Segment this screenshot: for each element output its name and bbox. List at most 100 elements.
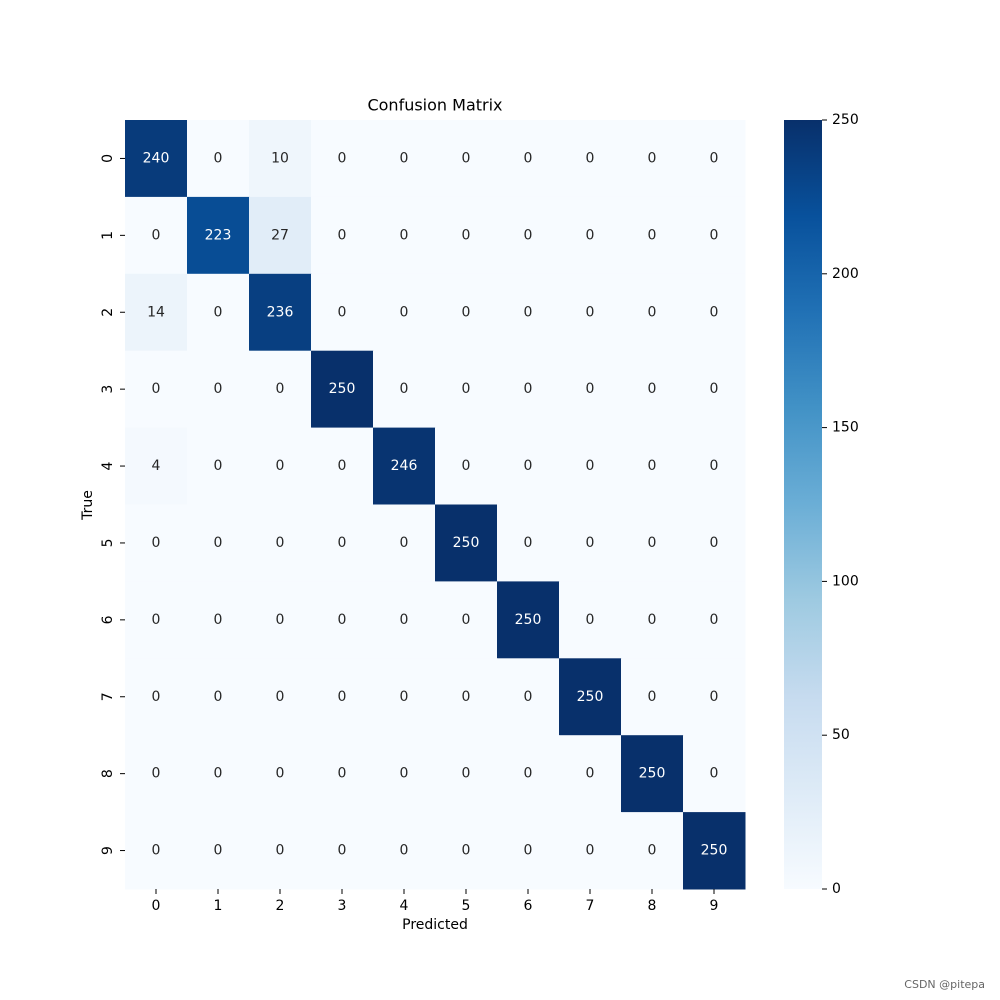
cell-label: 0 bbox=[338, 612, 347, 628]
cell-label: 0 bbox=[214, 150, 223, 166]
cell bbox=[497, 350, 560, 429]
cell-label: 0 bbox=[276, 843, 285, 859]
cell-label: 0 bbox=[462, 227, 471, 243]
cell bbox=[311, 735, 374, 813]
cell-label: 0 bbox=[524, 227, 533, 243]
cell bbox=[435, 350, 498, 429]
x-tick-label: 9 bbox=[710, 898, 719, 914]
cell-label: 223 bbox=[205, 227, 232, 243]
y-tick-label: 0 bbox=[100, 154, 116, 163]
y-tick-label: 6 bbox=[100, 615, 116, 624]
cell-label: 0 bbox=[276, 458, 285, 474]
cell-label: 0 bbox=[276, 535, 285, 551]
cell-label: 0 bbox=[400, 381, 409, 397]
cell-label: 240 bbox=[143, 150, 170, 166]
cell-label: 0 bbox=[152, 535, 161, 551]
cell-label: 0 bbox=[338, 227, 347, 243]
cell-label: 250 bbox=[453, 535, 480, 551]
y-tick-label: 7 bbox=[100, 692, 116, 701]
cell-label: 0 bbox=[710, 689, 719, 705]
cell bbox=[435, 504, 498, 582]
cell bbox=[373, 273, 436, 352]
cell bbox=[559, 427, 622, 505]
cell-label: 0 bbox=[710, 612, 719, 628]
cell bbox=[125, 273, 188, 352]
cell-label: 0 bbox=[214, 766, 223, 782]
cell bbox=[249, 196, 312, 275]
cell-label: 0 bbox=[648, 458, 657, 474]
cell-label: 0 bbox=[462, 150, 471, 166]
cell-label: 0 bbox=[586, 535, 595, 551]
cell-label: 0 bbox=[648, 689, 657, 705]
cell bbox=[311, 504, 374, 582]
cell bbox=[435, 427, 498, 505]
cell-label: 246 bbox=[391, 458, 418, 474]
cell-label: 0 bbox=[214, 458, 223, 474]
cell bbox=[311, 427, 374, 505]
cell bbox=[187, 350, 250, 429]
cell bbox=[621, 273, 684, 352]
cell bbox=[497, 658, 560, 736]
cell-label: 0 bbox=[648, 381, 657, 397]
cell bbox=[125, 812, 188, 890]
cell-label: 0 bbox=[462, 612, 471, 628]
cell bbox=[125, 350, 188, 429]
cell-label: 0 bbox=[648, 843, 657, 859]
cell bbox=[435, 658, 498, 736]
cell-label: 0 bbox=[586, 766, 595, 782]
cell-label: 0 bbox=[710, 150, 719, 166]
cell bbox=[125, 658, 188, 736]
cell-label: 0 bbox=[214, 304, 223, 320]
cell bbox=[683, 350, 746, 429]
y-axis-label: True bbox=[80, 490, 96, 521]
cell-label: 250 bbox=[577, 689, 604, 705]
cell bbox=[621, 504, 684, 582]
cell-label: 0 bbox=[710, 381, 719, 397]
cell-label: 236 bbox=[267, 304, 294, 320]
cell-label: 0 bbox=[586, 150, 595, 166]
cell bbox=[559, 504, 622, 582]
cell bbox=[559, 273, 622, 352]
cell-label: 0 bbox=[586, 612, 595, 628]
cell-label: 0 bbox=[338, 689, 347, 705]
x-tick-label: 5 bbox=[462, 898, 471, 914]
cell bbox=[311, 581, 374, 659]
y-tick-label: 4 bbox=[100, 462, 116, 471]
cell-label: 0 bbox=[648, 227, 657, 243]
cell-label: 0 bbox=[214, 612, 223, 628]
cell bbox=[373, 581, 436, 659]
cell bbox=[187, 273, 250, 352]
cell bbox=[373, 812, 436, 890]
cell-label: 0 bbox=[462, 843, 471, 859]
cell bbox=[125, 735, 188, 813]
x-tick-label: 8 bbox=[648, 898, 657, 914]
y-tick-label: 2 bbox=[100, 308, 116, 317]
cell bbox=[311, 812, 374, 890]
cell-label: 0 bbox=[648, 612, 657, 628]
cell-label: 0 bbox=[400, 689, 409, 705]
cell bbox=[125, 581, 188, 659]
cell bbox=[683, 658, 746, 736]
cell bbox=[249, 427, 312, 505]
cell-label: 0 bbox=[152, 227, 161, 243]
cell-label: 0 bbox=[400, 535, 409, 551]
cell-label: 0 bbox=[152, 843, 161, 859]
cell bbox=[187, 120, 250, 198]
cell-label: 0 bbox=[710, 458, 719, 474]
cell bbox=[559, 120, 622, 198]
cell-label: 0 bbox=[338, 766, 347, 782]
x-axis-label: Predicted bbox=[402, 917, 468, 933]
cell-label: 0 bbox=[524, 150, 533, 166]
cell bbox=[373, 735, 436, 813]
cell bbox=[311, 120, 374, 198]
cell bbox=[559, 196, 622, 275]
cell bbox=[249, 350, 312, 429]
cell bbox=[435, 812, 498, 890]
cell-label: 0 bbox=[400, 612, 409, 628]
colorbar-tick-label: 200 bbox=[832, 266, 859, 282]
cell-label: 0 bbox=[462, 689, 471, 705]
cell-label: 0 bbox=[338, 304, 347, 320]
cell bbox=[621, 658, 684, 736]
y-tick-label: 1 bbox=[100, 231, 116, 240]
cell-label: 0 bbox=[400, 150, 409, 166]
